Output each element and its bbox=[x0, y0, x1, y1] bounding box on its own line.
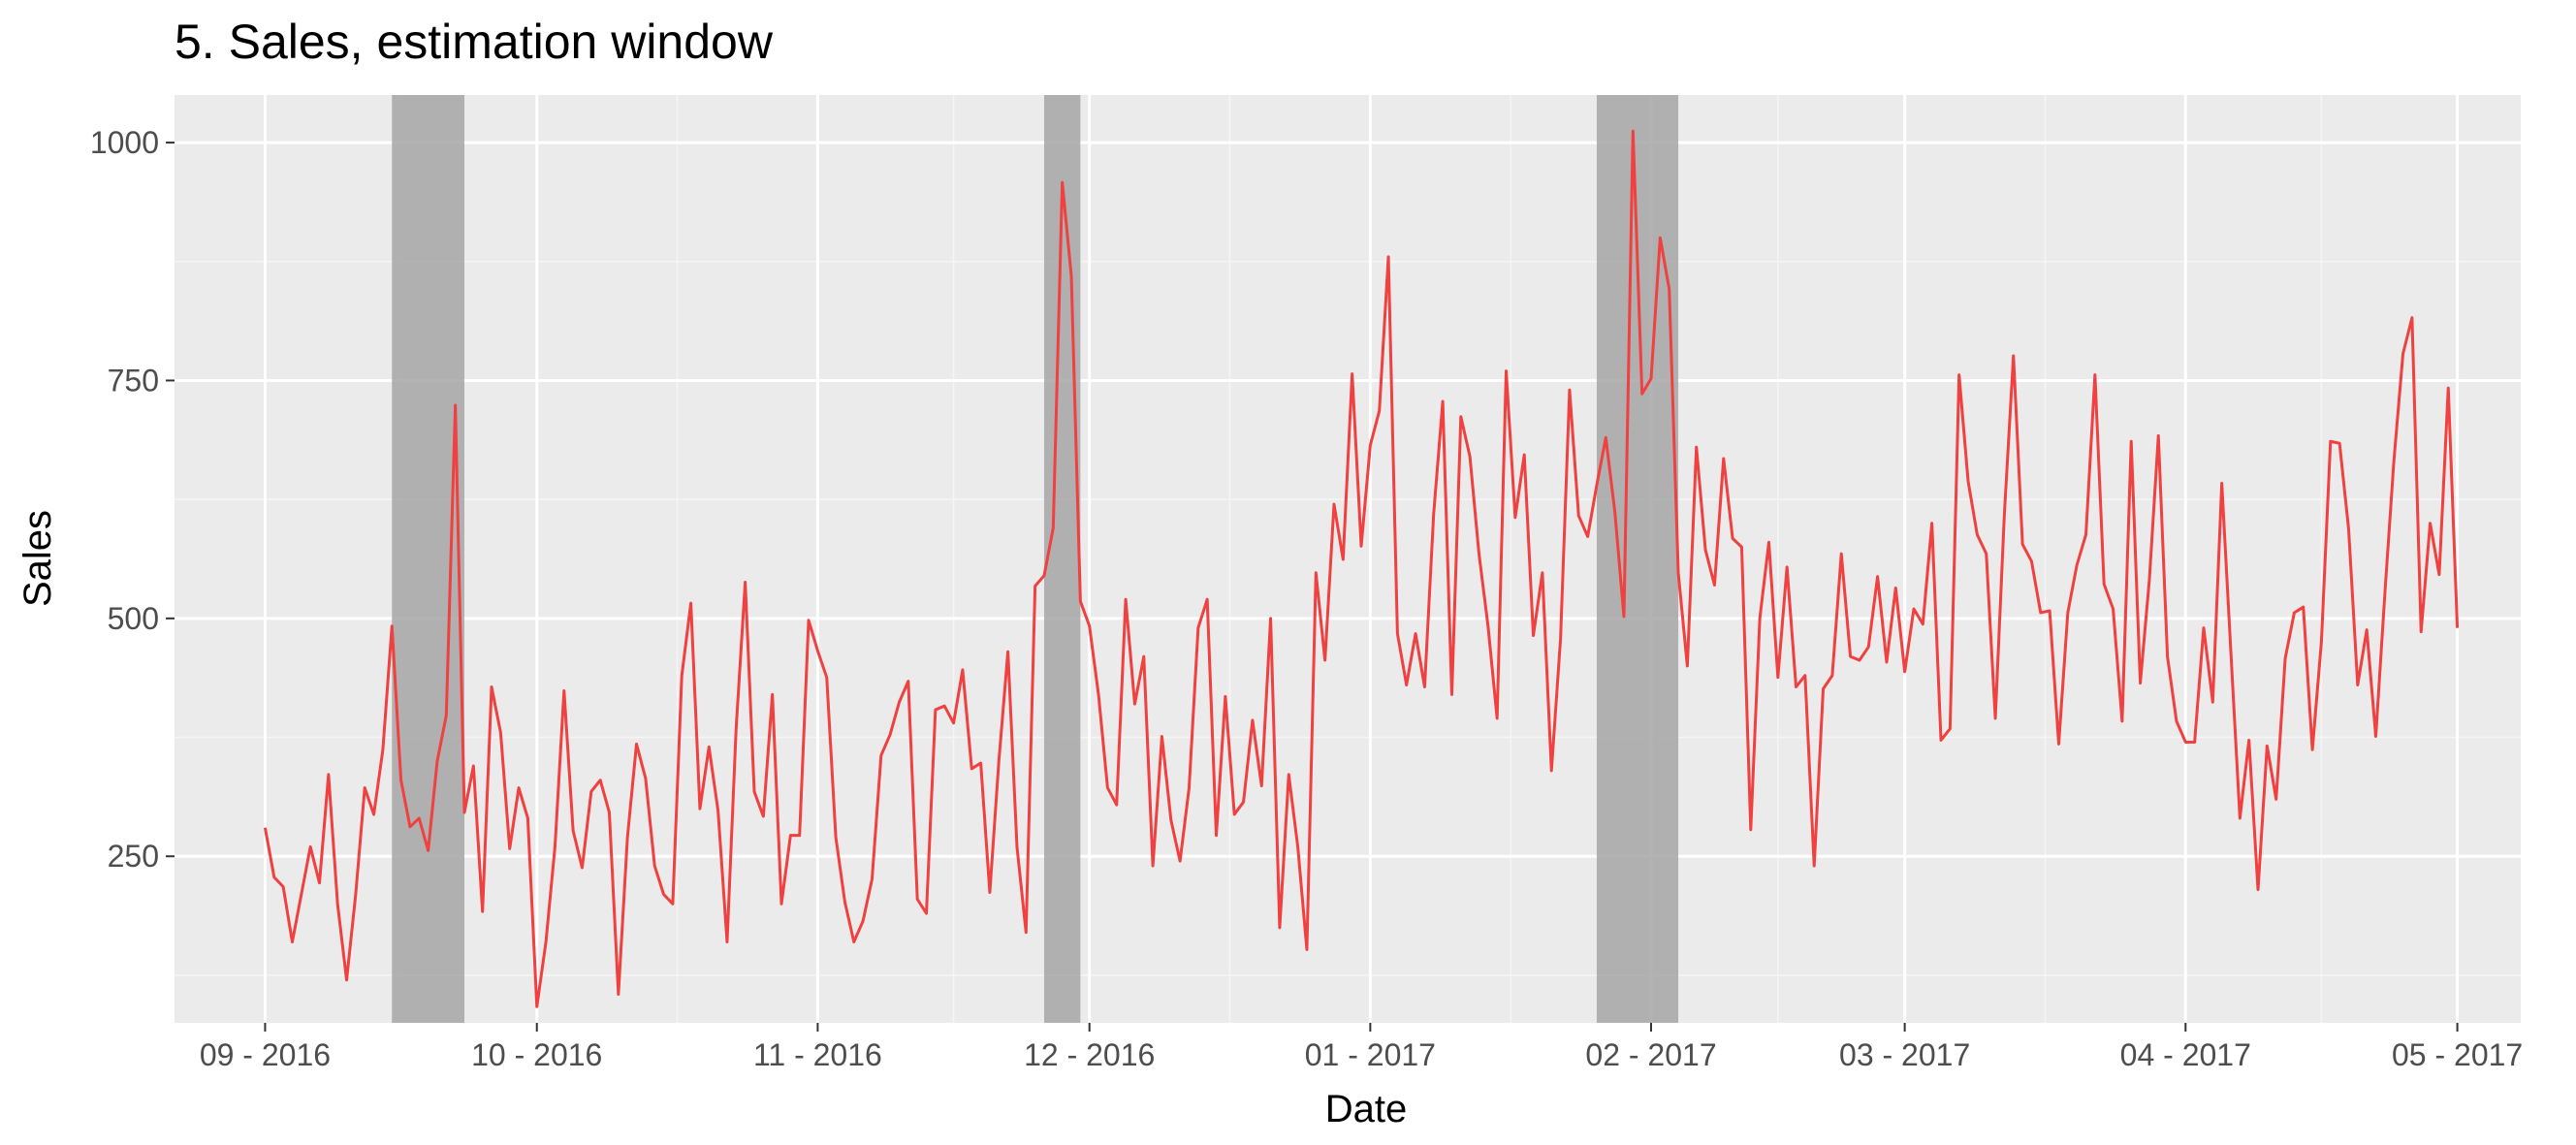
chart-title: 5. Sales, estimation window bbox=[175, 15, 774, 69]
shaded-window bbox=[1043, 95, 1081, 1023]
shaded-window bbox=[392, 95, 464, 1023]
series-line bbox=[263, 129, 2460, 1008]
x-tick-label: 10 - 2016 bbox=[471, 1037, 602, 1072]
y-axis-title: Sales bbox=[16, 510, 59, 607]
x-tick-label: 02 - 2017 bbox=[1585, 1037, 1716, 1072]
x-tick-label: 11 - 2016 bbox=[753, 1037, 882, 1072]
y-tick-label: 1000 bbox=[90, 125, 159, 160]
x-tick-label: 01 - 2017 bbox=[1305, 1037, 1436, 1072]
y-tick-label: 250 bbox=[108, 839, 159, 874]
y-tick-label: 750 bbox=[108, 363, 159, 398]
sales-series bbox=[263, 129, 2460, 1008]
x-tick-label: 12 - 2016 bbox=[1024, 1037, 1155, 1072]
x-tick-label: 09 - 2016 bbox=[200, 1037, 331, 1072]
x-axis: 09 - 2016 10 - 2016 11 - 2016 12 - 2016 01 -… bbox=[200, 1023, 2523, 1072]
y-axis: 250 500 750 1000 bbox=[90, 125, 175, 874]
x-tick-label: 04 - 2017 bbox=[2120, 1037, 2251, 1072]
x-axis-title: Date bbox=[1325, 1088, 1408, 1130]
y-tick-label: 500 bbox=[108, 601, 159, 636]
x-tick-label: 03 - 2017 bbox=[1839, 1037, 1970, 1072]
plot-panel bbox=[175, 95, 2521, 1023]
x-tick-label: 05 - 2017 bbox=[2392, 1037, 2523, 1072]
